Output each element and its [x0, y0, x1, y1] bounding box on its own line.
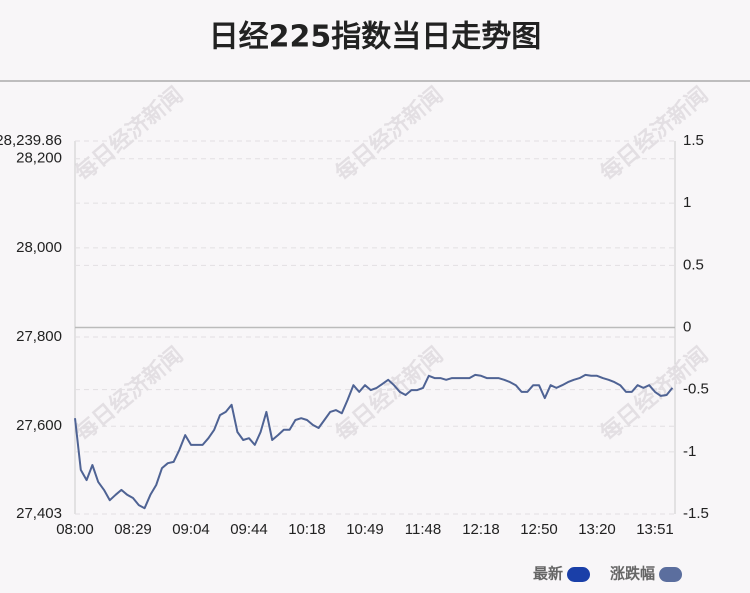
x-tick-label: 12:50: [520, 521, 558, 538]
x-tick-label: 08:00: [56, 521, 94, 538]
watermark: 每日经济新闻: [70, 342, 188, 447]
y-tick-label: 28,200: [16, 150, 62, 167]
y-tick-label: 27,403: [16, 505, 62, 522]
x-tick-label: 10:49: [346, 521, 384, 538]
x-tick-label: 11:48: [405, 521, 441, 538]
x-tick-label: 09:44: [230, 521, 268, 538]
x-tick-label: 10:18: [288, 521, 326, 538]
price-line: [74, 373, 674, 510]
watermark: 每日经济新闻: [70, 82, 188, 187]
watermark: 每日经济新闻: [330, 342, 448, 447]
y-tick-label: 28,000: [16, 239, 62, 256]
y-tick-label: 28,239.86: [0, 132, 62, 149]
y-tick-label: 27,600: [16, 417, 62, 434]
legend-swatch: [659, 567, 683, 582]
legend-swatch: [567, 567, 591, 582]
x-tick-label: 08:29: [114, 521, 152, 538]
y-tick-label: 27,800: [16, 328, 62, 345]
y2-tick-label: -1.5: [683, 505, 709, 522]
legend-label: 涨跌幅: [610, 565, 655, 583]
y2-tick-label: -0.5: [683, 381, 709, 398]
y2-tick-label: -1: [683, 443, 696, 460]
y2-tick-label: 0: [683, 318, 691, 335]
x-tick-label: 13:20: [578, 521, 616, 538]
chart-title: 日经225指数当日走势图: [209, 20, 542, 55]
x-tick-label: 09:04: [172, 521, 210, 538]
y2-tick-label: 1.5: [683, 132, 704, 149]
watermark: 每日经济新闻: [330, 82, 448, 187]
y2-tick-label: 1: [683, 194, 691, 211]
legend-label: 最新: [533, 565, 563, 583]
y2-tick-label: 0.5: [683, 256, 704, 273]
x-tick-label: 12:18: [462, 521, 500, 538]
x-tick-label: 13:51: [636, 521, 674, 538]
